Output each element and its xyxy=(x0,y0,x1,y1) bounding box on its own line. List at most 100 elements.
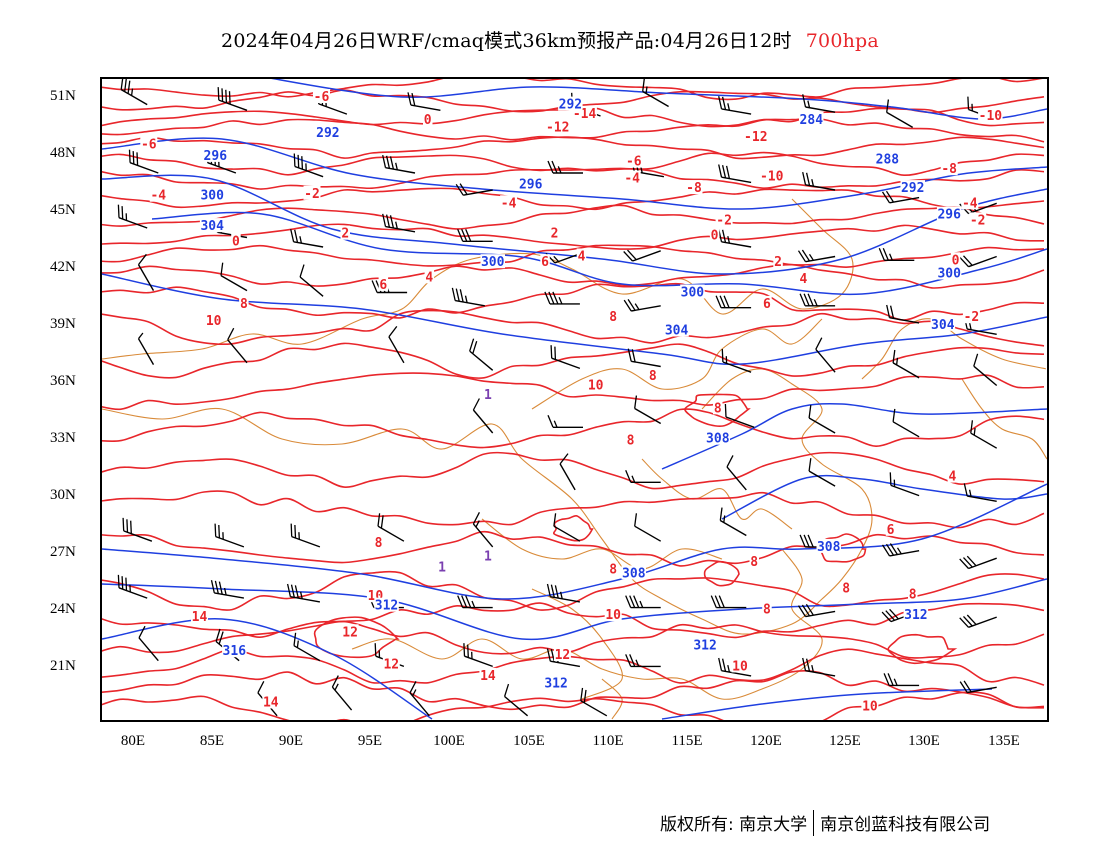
height-contour-label: 300 xyxy=(200,189,224,204)
wind-barb xyxy=(802,171,836,191)
temperature-contour xyxy=(102,602,1045,639)
lat-label: 27N xyxy=(50,544,76,560)
wind-barb-feather xyxy=(885,190,895,203)
wind-barb-feather xyxy=(719,507,723,521)
lon-label: 90E xyxy=(278,733,304,749)
wind-barb-staff xyxy=(464,655,493,668)
temperature-contour xyxy=(102,670,1045,711)
temperature-contour-label: 8 xyxy=(714,401,722,416)
height-contour-label: 312 xyxy=(904,608,927,623)
wind-barb xyxy=(117,204,148,229)
wind-barb-feather xyxy=(623,251,633,262)
wind-barb-feather xyxy=(963,615,973,627)
wind-barb-feather xyxy=(802,171,807,185)
temperature-contour xyxy=(102,204,1045,230)
contour-label-bg xyxy=(969,212,987,227)
wind-barb-feather xyxy=(553,420,558,428)
wind-barb xyxy=(625,595,661,609)
wind-barb-staff xyxy=(808,470,836,487)
contour-label-bg xyxy=(231,233,241,248)
wind-barb-staff xyxy=(385,225,416,233)
wind-barb-feather xyxy=(215,628,221,642)
contour-label-bg xyxy=(341,624,359,639)
weather-map-canvas: -6 0 -12 -14 -12 -10 -6 -6 -4 -8 -10 -8 -4 -2 -4 -4 -2 -2… xyxy=(102,79,1047,720)
wind-barb-feather xyxy=(799,534,806,548)
height-contour-label: 300 xyxy=(481,255,505,270)
temperature-contour xyxy=(102,691,1045,720)
contour-label-bg xyxy=(313,89,330,103)
wind-barb xyxy=(627,348,661,368)
contour-label-bg xyxy=(540,254,550,269)
wind-barb xyxy=(293,632,321,662)
height-contour xyxy=(151,211,1047,296)
lat-label: 48N xyxy=(50,145,76,161)
wind-barb-feather xyxy=(888,253,893,261)
wind-barb-staff xyxy=(968,616,997,628)
province-boundary xyxy=(102,368,873,635)
wind-barb-feather xyxy=(124,79,127,92)
contour-label-bg xyxy=(731,658,749,673)
wind-barb-feather xyxy=(881,544,891,557)
wind-barb-feather xyxy=(334,683,339,691)
wind-barb-staff xyxy=(377,525,405,542)
wind-barb-feather xyxy=(803,293,810,307)
wind-barb xyxy=(214,523,245,548)
contour-label-bg xyxy=(315,125,341,140)
wind-barb xyxy=(550,345,581,370)
wind-barb-staff xyxy=(967,686,997,694)
wind-barb-feather xyxy=(385,214,391,228)
contour-label-bg xyxy=(191,609,208,624)
temperature-contour-label: 2 xyxy=(774,255,782,270)
wind-barb-staff xyxy=(504,695,529,717)
wind-barb-feather xyxy=(801,249,811,262)
lon-label: 120E xyxy=(750,733,782,749)
wind-barb xyxy=(797,603,836,618)
wind-barb-feather xyxy=(299,264,305,278)
wind-barb-staff xyxy=(892,362,920,379)
wind-barb xyxy=(889,472,920,497)
wind-barb-feather xyxy=(797,605,807,617)
wind-barb xyxy=(122,517,153,542)
temperature-contour xyxy=(102,136,1045,160)
wind-barb-feather xyxy=(642,79,645,92)
temperature-contour-label: 8 xyxy=(909,587,917,602)
wind-barb-feather xyxy=(210,580,215,594)
temperature-contour-label: -4 xyxy=(150,189,166,204)
wind-barb xyxy=(634,513,662,542)
wind-barb-staff xyxy=(137,338,155,365)
contour-label-bg xyxy=(861,698,879,713)
contour-label-bg xyxy=(680,284,705,299)
contour-mark-label: 1 xyxy=(484,549,492,564)
wind-barb-feather xyxy=(723,295,730,308)
wind-barb xyxy=(451,287,485,307)
lat-label: 45N xyxy=(50,202,76,218)
wind-barb-staff xyxy=(553,525,581,542)
wind-barb-feather xyxy=(294,585,299,599)
wind-barb xyxy=(137,332,155,365)
contour-label-bg xyxy=(961,195,979,210)
contour-label-bg xyxy=(303,185,321,200)
wind-barb-staff xyxy=(968,255,997,268)
wind-barb-feather xyxy=(808,405,812,419)
wind-barb-feather xyxy=(225,89,228,103)
contour-label-bg xyxy=(692,637,718,652)
wind-barb-feather xyxy=(286,583,292,597)
contour-label-bg xyxy=(374,597,399,612)
wind-barb-staff xyxy=(968,202,997,215)
wind-barb-feather xyxy=(554,346,557,360)
temperature-contour-label: 14 xyxy=(263,696,279,711)
wind-barb-feather xyxy=(290,228,295,242)
contour-label-bg xyxy=(908,586,918,601)
wind-barb-feather xyxy=(130,88,134,96)
contour-label-bg xyxy=(483,387,493,401)
temperature-contour-label: 8 xyxy=(375,536,383,551)
temperature-contour-label: -6 xyxy=(626,155,642,170)
lat-label: 30N xyxy=(50,487,76,503)
wind-barb-feather xyxy=(633,595,640,608)
height-contour-label: 304 xyxy=(200,219,224,234)
wind-barb-feather xyxy=(811,664,815,673)
temperature-contour xyxy=(102,187,1045,211)
wind-barb-feather xyxy=(718,96,723,110)
wind-barb-feather xyxy=(721,348,724,363)
wind-barb-feather xyxy=(803,534,810,548)
